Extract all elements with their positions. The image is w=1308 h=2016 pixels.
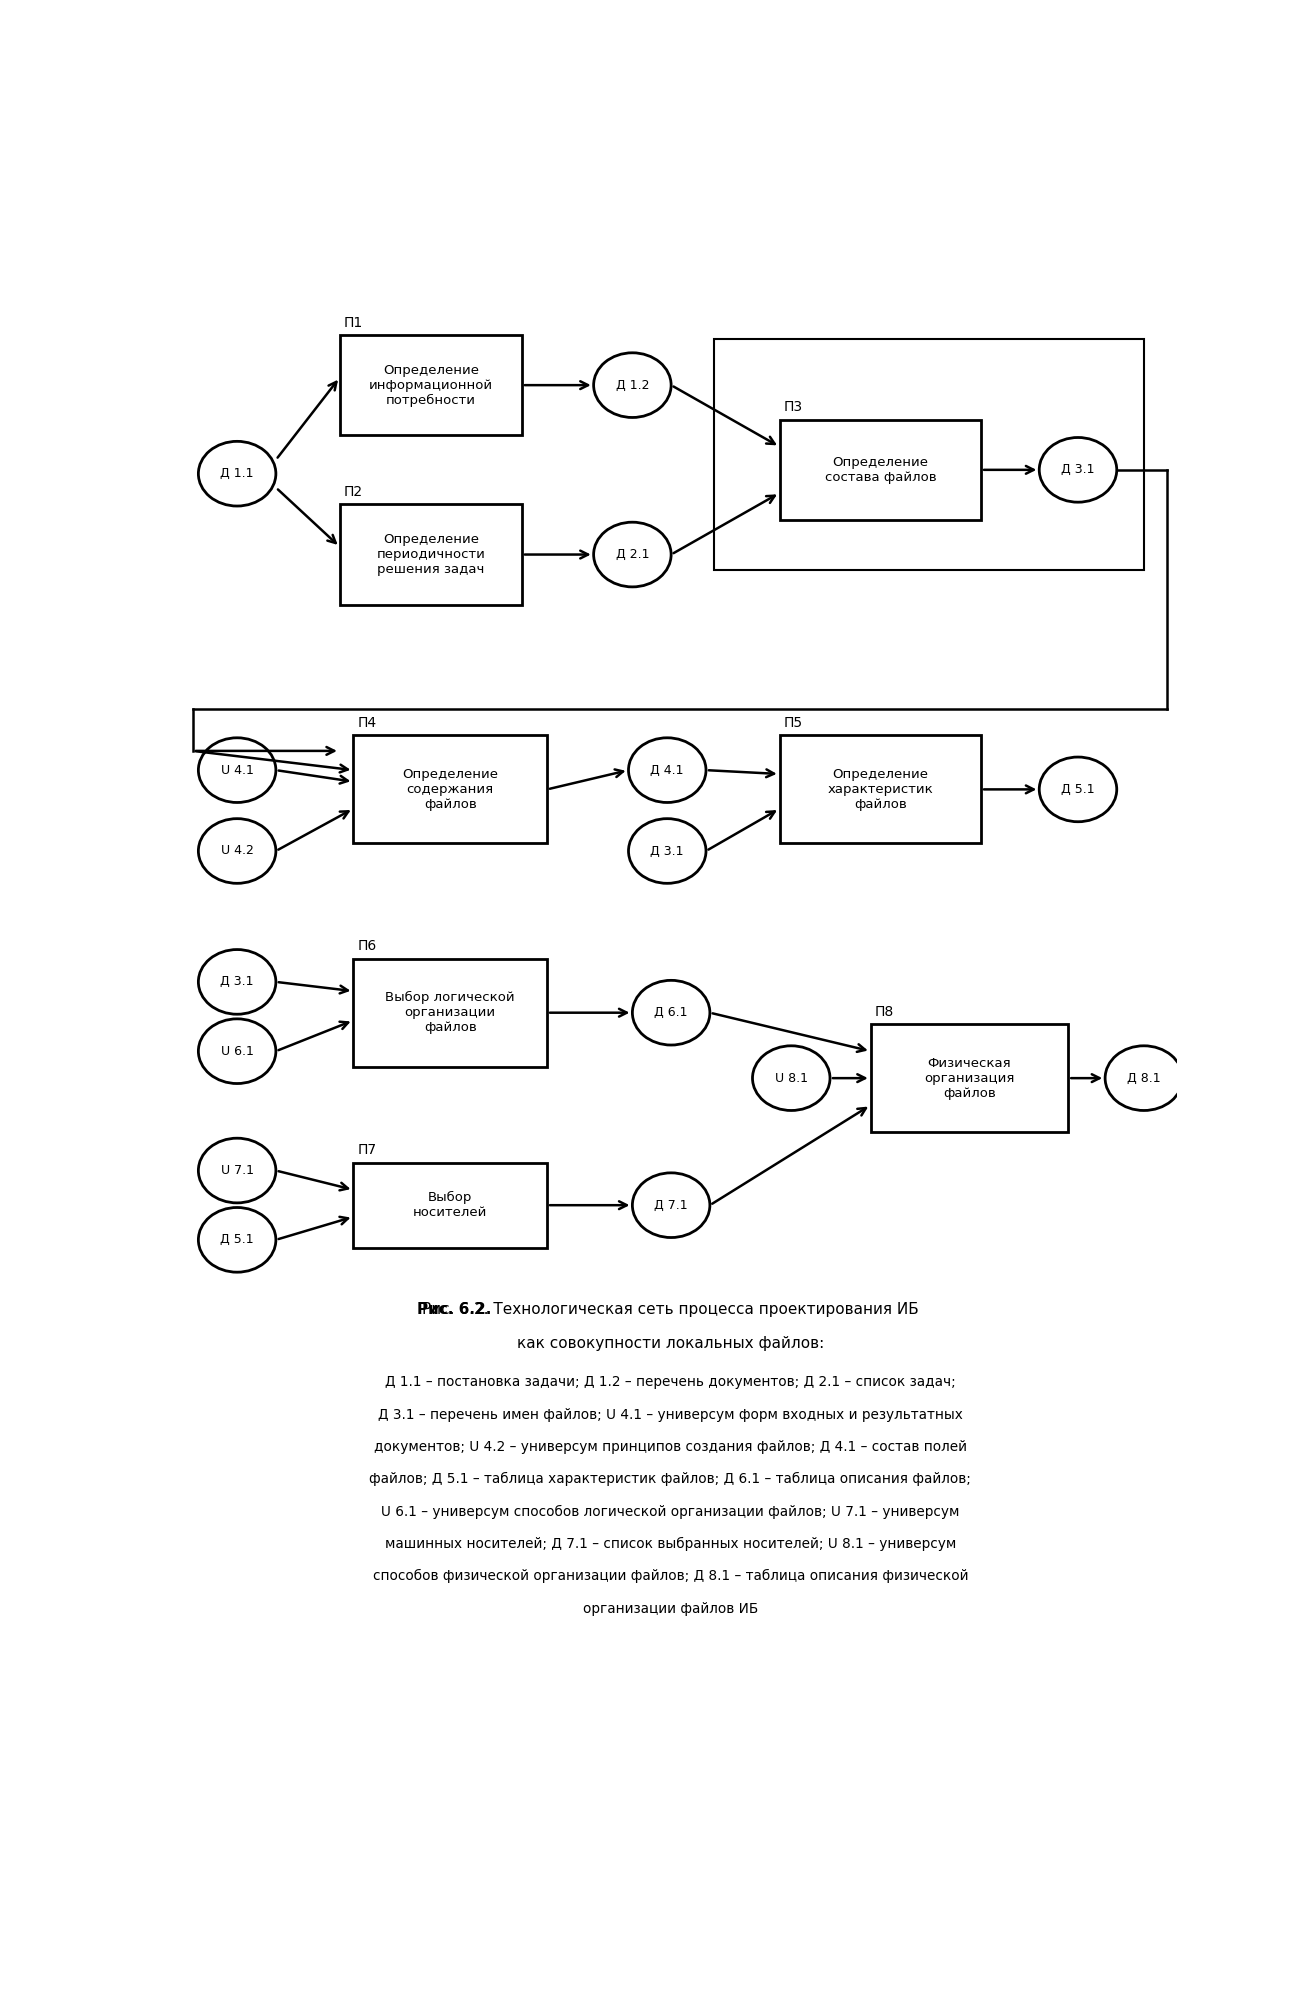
Text: U 4.1: U 4.1	[221, 764, 254, 776]
FancyBboxPatch shape	[353, 736, 547, 843]
Ellipse shape	[199, 1139, 276, 1204]
Ellipse shape	[632, 1173, 710, 1238]
Text: файлов; Д 5.1 – таблица характеристик файлов; Д 6.1 – таблица описания файлов;: файлов; Д 5.1 – таблица характеристик фа…	[369, 1472, 972, 1486]
FancyBboxPatch shape	[353, 1163, 547, 1248]
Text: Д 7.1: Д 7.1	[654, 1200, 688, 1212]
Ellipse shape	[199, 1018, 276, 1083]
Text: П1: П1	[344, 317, 362, 331]
Text: П3: П3	[783, 401, 803, 415]
Text: Д 6.1: Д 6.1	[654, 1006, 688, 1020]
Text: Д 3.1: Д 3.1	[1061, 464, 1095, 476]
Text: Выбор
носителей: Выбор носителей	[413, 1191, 488, 1220]
Text: U 8.1: U 8.1	[774, 1073, 808, 1085]
Text: Рис. 6.2.: Рис. 6.2.	[417, 1302, 492, 1316]
Text: Д 4.1: Д 4.1	[650, 764, 684, 776]
Text: U 4.2: U 4.2	[221, 845, 254, 857]
Text: П8: П8	[875, 1004, 893, 1018]
Ellipse shape	[199, 1208, 276, 1272]
Text: Рис. 6.2. Технологическая сеть процесса проектирования ИБ: Рис. 6.2. Технологическая сеть процесса …	[422, 1302, 918, 1316]
Text: П4: П4	[357, 716, 377, 730]
Text: Д 3.1: Д 3.1	[650, 845, 684, 857]
Text: организации файлов ИБ: организации файлов ИБ	[583, 1601, 757, 1615]
FancyBboxPatch shape	[871, 1024, 1069, 1133]
Ellipse shape	[199, 442, 276, 506]
Ellipse shape	[629, 738, 706, 802]
Ellipse shape	[632, 980, 710, 1044]
Text: U 6.1: U 6.1	[221, 1044, 254, 1058]
Text: Д 1.1 – постановка задачи; Д 1.2 – перечень документов; Д 2.1 – список задач;: Д 1.1 – постановка задачи; Д 1.2 – переч…	[385, 1375, 956, 1389]
Ellipse shape	[199, 738, 276, 802]
Text: Определение
периодичности
решения задач: Определение периодичности решения задач	[377, 532, 485, 577]
Text: П7: П7	[357, 1143, 377, 1157]
Text: Д 3.1 – перечень имен файлов; U 4.1 – универсум форм входных и результатных: Д 3.1 – перечень имен файлов; U 4.1 – ун…	[378, 1407, 963, 1421]
Text: П5: П5	[783, 716, 803, 730]
Text: Выбор логической
организации
файлов: Выбор логической организации файлов	[386, 992, 515, 1034]
Text: П2: П2	[344, 486, 362, 500]
FancyBboxPatch shape	[353, 960, 547, 1066]
Text: Д 2.1: Д 2.1	[616, 548, 649, 560]
Text: Д 3.1: Д 3.1	[220, 976, 254, 988]
Text: документов; U 4.2 – универсум принципов создания файлов; Д 4.1 – состав полей: документов; U 4.2 – универсум принципов …	[374, 1439, 967, 1454]
Text: Д 1.2: Д 1.2	[616, 379, 649, 391]
Text: способов физической организации файлов; Д 8.1 – таблица описания физической: способов физической организации файлов; …	[373, 1568, 968, 1583]
Text: U 6.1 – универсум способов логической организации файлов; U 7.1 – универсум: U 6.1 – универсум способов логической ор…	[381, 1504, 960, 1518]
Text: Д 8.1: Д 8.1	[1127, 1073, 1160, 1085]
Text: Д 5.1: Д 5.1	[1061, 782, 1095, 796]
FancyBboxPatch shape	[780, 419, 981, 520]
FancyBboxPatch shape	[340, 504, 522, 605]
Text: Д 1.1: Д 1.1	[220, 468, 254, 480]
Ellipse shape	[594, 353, 671, 417]
Text: Д 5.1: Д 5.1	[220, 1234, 254, 1246]
Text: Определение
характеристик
файлов: Определение характеристик файлов	[828, 768, 933, 810]
Ellipse shape	[594, 522, 671, 587]
Text: как совокупности локальных файлов:: как совокупности локальных файлов:	[517, 1337, 824, 1351]
Text: U 7.1: U 7.1	[221, 1163, 254, 1177]
Text: машинных носителей; Д 7.1 – список выбранных носителей; U 8.1 – универсум: машинных носителей; Д 7.1 – список выбра…	[385, 1536, 956, 1550]
FancyBboxPatch shape	[780, 736, 981, 843]
Text: П6: П6	[357, 939, 377, 954]
Ellipse shape	[1105, 1046, 1182, 1111]
Text: Физическая
организация
файлов: Физическая организация файлов	[925, 1056, 1015, 1099]
Text: Определение
состава файлов: Определение состава файлов	[824, 456, 937, 484]
Ellipse shape	[1040, 437, 1117, 502]
Ellipse shape	[1040, 758, 1117, 823]
Ellipse shape	[199, 950, 276, 1014]
Text: Определение
информационной
потребности: Определение информационной потребности	[369, 363, 493, 407]
Ellipse shape	[199, 818, 276, 883]
Ellipse shape	[752, 1046, 831, 1111]
FancyBboxPatch shape	[340, 335, 522, 435]
Text: Определение
содержания
файлов: Определение содержания файлов	[403, 768, 498, 810]
Ellipse shape	[629, 818, 706, 883]
